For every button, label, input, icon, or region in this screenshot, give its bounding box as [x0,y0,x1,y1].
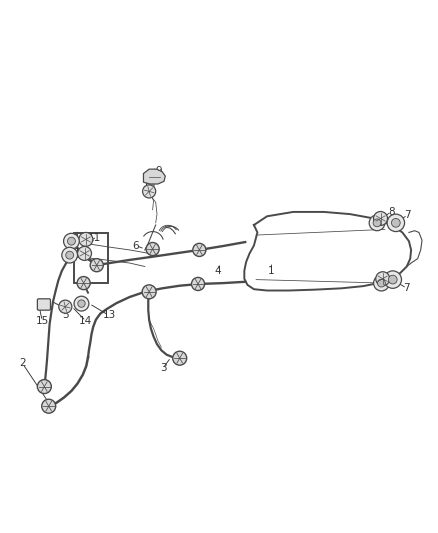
Circle shape [173,351,187,365]
Circle shape [146,243,159,256]
Circle shape [191,277,205,290]
Text: 4: 4 [215,266,222,276]
Text: 15: 15 [35,316,49,326]
Circle shape [374,275,389,291]
Bar [74,233,108,283]
Text: 8: 8 [388,279,395,289]
Text: 7: 7 [404,210,411,220]
Text: 12: 12 [74,248,87,259]
Circle shape [193,244,206,256]
Circle shape [66,251,74,259]
Text: 11: 11 [88,233,101,243]
Circle shape [387,214,405,231]
Circle shape [78,246,92,261]
Polygon shape [144,169,165,184]
Circle shape [378,279,385,287]
Text: 3: 3 [160,363,166,373]
Circle shape [376,272,390,286]
Text: 7: 7 [403,284,410,293]
Text: 8: 8 [388,207,395,217]
Circle shape [389,275,397,284]
Circle shape [37,379,51,393]
Circle shape [373,219,381,227]
Circle shape [74,296,89,311]
Circle shape [79,232,93,246]
Circle shape [77,277,90,289]
Circle shape [369,215,385,231]
Text: 14: 14 [79,316,92,326]
Text: 13: 13 [102,310,116,320]
Circle shape [142,285,156,299]
Circle shape [384,271,402,288]
FancyBboxPatch shape [37,299,50,310]
Text: 9: 9 [155,166,162,176]
Circle shape [59,300,72,313]
Text: 6: 6 [133,240,139,251]
Circle shape [64,233,79,249]
Text: 2: 2 [19,358,26,368]
Circle shape [42,399,56,413]
Circle shape [67,237,75,245]
Text: 10: 10 [143,181,155,191]
Circle shape [62,247,78,263]
Circle shape [78,300,85,308]
Circle shape [143,185,155,198]
Circle shape [392,219,400,227]
Text: 5: 5 [62,310,69,319]
Text: 1: 1 [268,266,275,276]
Circle shape [90,259,103,272]
Circle shape [374,212,388,225]
